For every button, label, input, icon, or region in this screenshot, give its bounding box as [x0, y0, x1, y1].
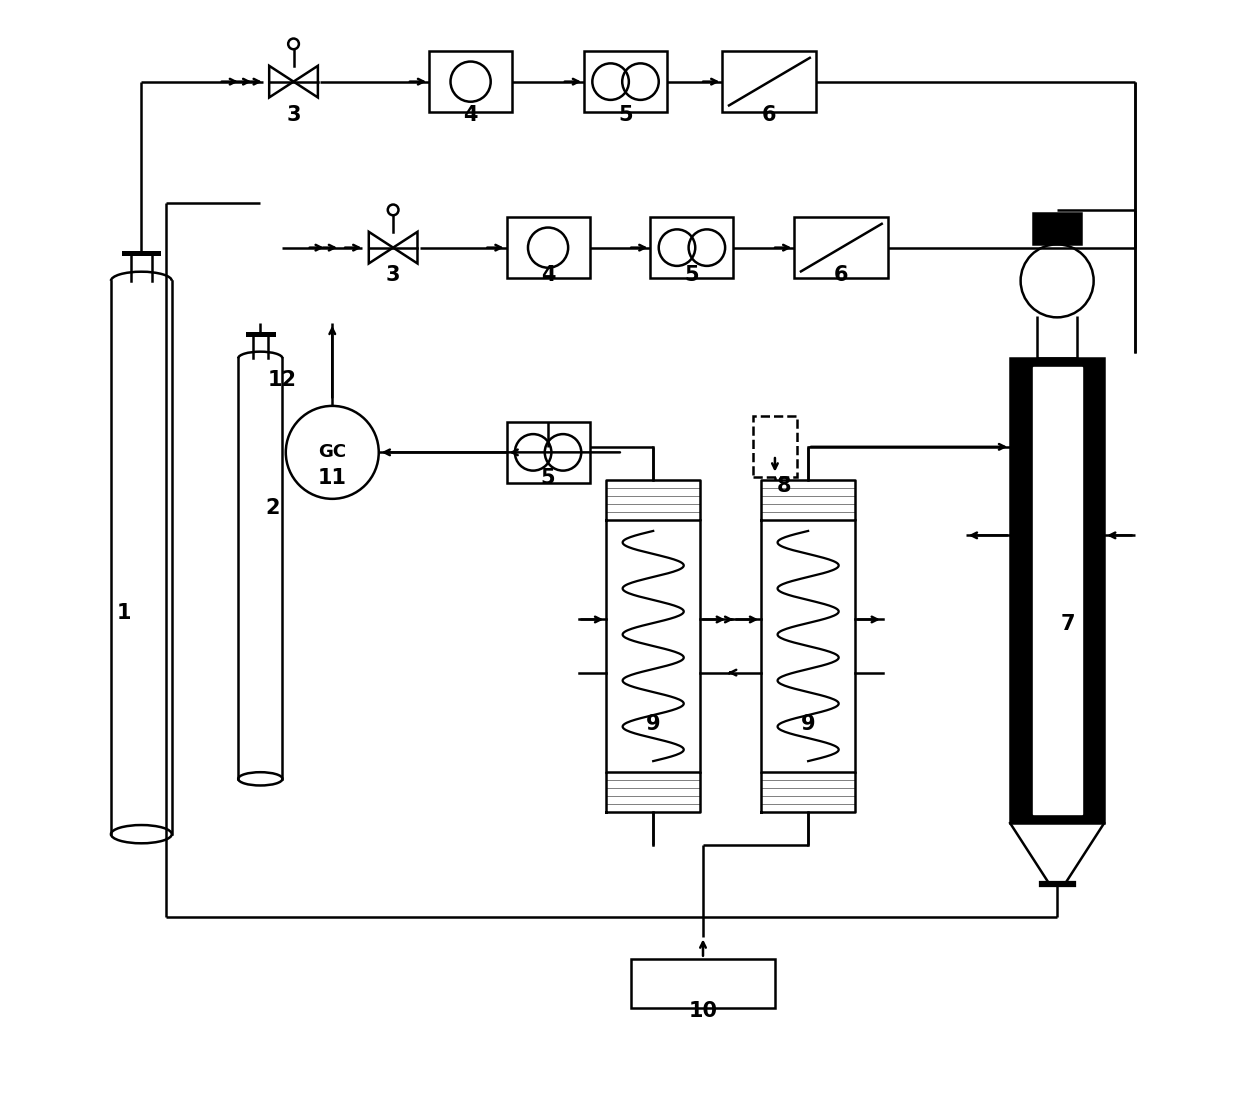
Text: 9: 9 — [646, 714, 661, 734]
Text: 9: 9 — [801, 714, 816, 734]
Text: 8: 8 — [776, 476, 791, 495]
Text: 3: 3 — [286, 105, 301, 125]
Polygon shape — [1033, 213, 1081, 244]
Text: 5: 5 — [619, 105, 632, 125]
Text: 6: 6 — [835, 265, 848, 285]
Text: 6: 6 — [763, 105, 776, 125]
Text: 2: 2 — [265, 497, 280, 517]
Text: 10: 10 — [688, 1001, 718, 1021]
Polygon shape — [1033, 367, 1081, 814]
Text: GC: GC — [319, 444, 346, 462]
Text: 1: 1 — [117, 603, 131, 623]
Text: 7: 7 — [1061, 614, 1075, 634]
Text: 4: 4 — [541, 265, 556, 285]
Text: 11: 11 — [317, 468, 347, 488]
Text: 5: 5 — [684, 265, 699, 285]
Text: 5: 5 — [541, 468, 556, 488]
Text: 4: 4 — [464, 105, 477, 125]
Text: 12: 12 — [268, 370, 296, 390]
Polygon shape — [1011, 358, 1104, 823]
Text: 3: 3 — [386, 265, 401, 285]
